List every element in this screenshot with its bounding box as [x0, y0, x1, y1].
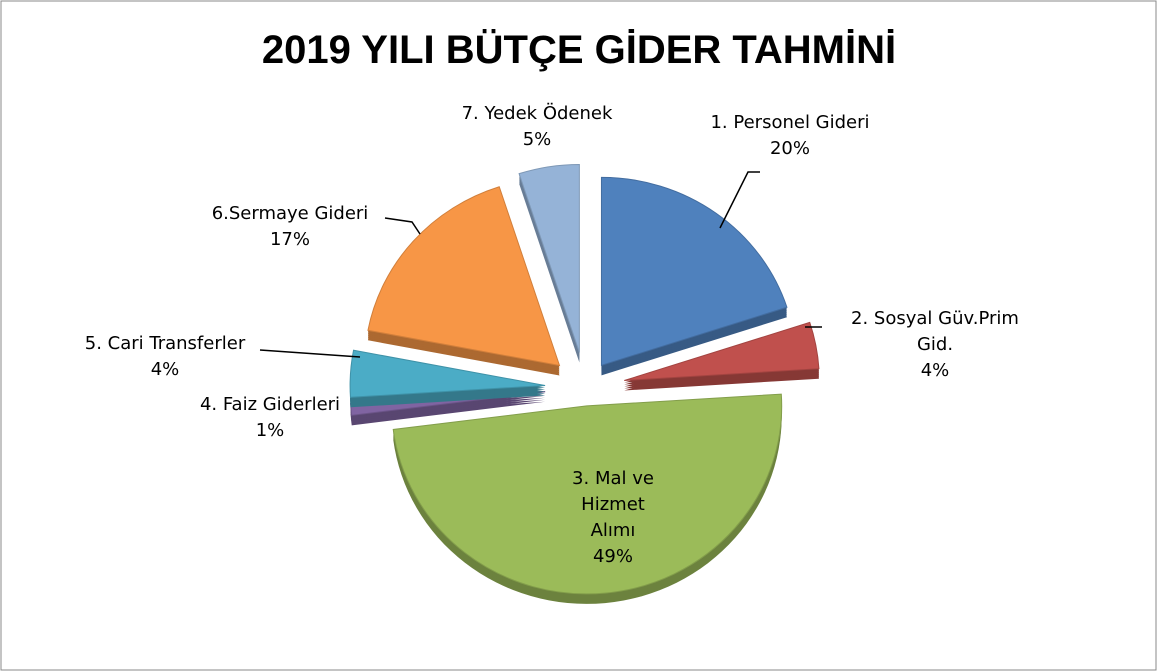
value-label: 1% [255, 420, 285, 441]
slice-side [350, 395, 546, 420]
slice-side [350, 397, 546, 422]
data-label: 5. Cari Transferler 4% [50, 331, 280, 383]
data-label: 3. Mal ve Hizmet Alımı 49% [558, 466, 668, 570]
chart-title: 2019 YILI BÜTÇE GİDER TAHMİNİ [261, 28, 897, 72]
category-label: 3. Mal ve Hizmet Alımı [572, 468, 654, 541]
slice-side [350, 393, 546, 418]
category-label: 5. Cari Transferler [84, 333, 246, 354]
value-label: 5% [522, 129, 552, 150]
slice [518, 163, 580, 353]
category-label: 1. Personel Gideri [710, 112, 870, 133]
data-label: 1. Personel Gideri 20% [660, 110, 920, 162]
value-label: 49% [592, 546, 633, 567]
value-label: 17% [269, 229, 310, 250]
slice [624, 321, 820, 382]
leader-lines [259, 171, 822, 358]
leader-line [719, 171, 760, 229]
slice-side [350, 399, 546, 424]
data-label: 4. Faiz Giderleri 1% [160, 392, 380, 444]
slice-side [350, 401, 546, 426]
data-label: 6.Sermaye Gideri 17% [170, 201, 410, 253]
data-label: 7. Yedek Ödenek 5% [427, 101, 647, 153]
slice [600, 176, 788, 367]
value-label: 4% [150, 359, 180, 380]
category-label: 4. Faiz Giderleri [199, 394, 341, 415]
slice [349, 349, 546, 398]
leader-line [384, 217, 421, 235]
value-label: 20% [769, 138, 810, 159]
category-label: 6.Sermaye Gideri [211, 203, 369, 224]
leader-line [259, 349, 361, 358]
slice [392, 393, 783, 595]
pie [349, 163, 820, 604]
data-label: 2. Sosyal Güv.Prim Gid. 4% [840, 306, 1030, 384]
value-label: 4% [920, 360, 950, 381]
category-label: 7. Yedek Ödenek [461, 103, 613, 124]
slice [367, 186, 561, 367]
category-label: 2. Sosyal Güv.Prim Gid. [851, 308, 1019, 355]
